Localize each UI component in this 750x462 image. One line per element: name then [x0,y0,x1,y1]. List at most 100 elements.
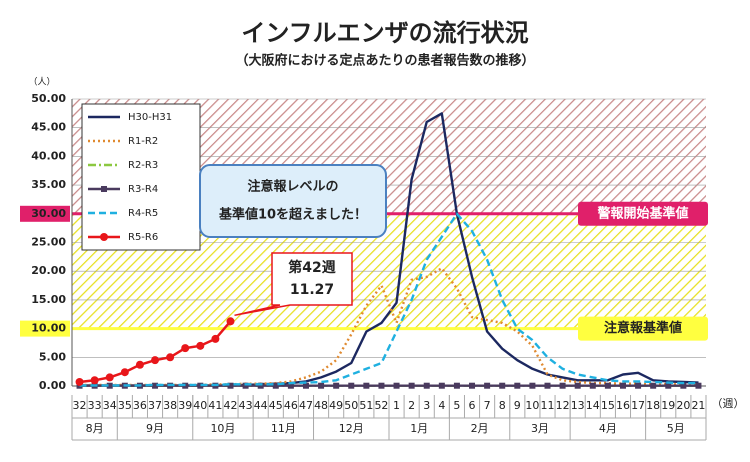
threshold-label: 注意報基準値 [604,320,682,336]
y-tick-label: 20.00 [31,264,66,277]
marker [484,382,491,389]
x-tick-label: 14 [586,399,600,412]
legend-label: R5-R6 [128,232,158,243]
legend-label: R1-R2 [128,136,158,147]
y-tick-label: 15.00 [31,293,66,306]
y-unit: （人） [28,77,55,88]
marker [226,317,235,326]
x-tick-label: 3 [423,399,430,412]
notice-box [199,164,387,238]
marker [105,373,114,382]
marker [318,382,325,389]
marker [589,382,596,389]
chart-subtitle: （大阪府における定点あたりの患者報告数の推移） [235,53,534,69]
marker [619,382,626,389]
data-label: 11.27 [290,282,334,298]
marker [242,382,249,389]
x-tick-label: 13 [571,399,585,412]
marker [499,382,506,389]
y-tick-label: 40.00 [31,149,66,162]
x-tick-label: 48 [314,399,328,412]
callout-box [234,252,353,317]
month-label: 5月 [667,422,685,435]
marker [120,368,129,377]
marker [90,376,99,385]
x-tick-label: 6 [469,399,476,412]
marker [287,382,294,389]
marker [75,377,84,386]
marker [106,382,113,389]
chart-title: インフルエンザの流行状況 [241,19,528,47]
y-tick-label: 30.00 [31,207,66,220]
legend: H30-H31 R1-R2 R2-R3 R3-R4 R4-R5 R5-R6 [81,103,201,251]
marker [152,382,159,389]
marker [101,186,107,192]
marker [197,382,204,389]
x-tick-label: 41 [208,399,222,412]
legend-label: H30-H31 [128,112,172,123]
x-tick-label: 47 [299,399,313,412]
x-tick-label: 38 [163,399,177,412]
x-tick-label: 2 [408,399,415,412]
x-tick-label: 39 [178,399,192,412]
notice-text: 注意報レベルの [247,179,338,195]
marker [514,382,521,389]
legend-box [81,103,201,251]
month-label: 1月 [410,422,428,435]
marker [604,382,611,389]
marker [272,382,279,389]
y-tick-label: 35.00 [31,178,66,191]
x-tick-label: 34 [103,399,117,412]
marker [650,382,657,389]
x-tick-label: 33 [88,399,102,412]
x-tick-label: 36 [133,399,147,412]
x-tick-label: 46 [284,399,298,412]
x-tick-label: 15 [601,399,615,412]
x-tick-label: 10 [525,399,539,412]
y-tick-label: 25.00 [31,236,66,249]
marker [227,382,234,389]
notice-text: 基準値10を超えました！ [218,207,367,223]
x-tick-label: 19 [661,399,675,412]
threshold-label-box [578,201,708,226]
y-tick-label: 10.00 [31,322,66,335]
x-tick-label: 20 [676,399,690,412]
x-tick-label: 40 [193,399,207,412]
month-label: 12月 [339,422,364,435]
marker [665,382,672,389]
legend-label: R4-R5 [128,208,158,219]
marker [211,334,220,343]
marker [469,382,476,389]
marker [302,382,309,389]
month-label: 8月 [86,422,104,435]
x-tick-label: 12 [556,399,570,412]
marker [257,382,264,389]
x-tick-label: 11 [541,399,555,412]
x-tick-label: 1 [393,399,400,412]
x-tick-label: 18 [646,399,660,412]
x-tick-label: 45 [269,399,283,412]
callout-text: 第42週 [288,259,335,276]
marker [151,356,160,365]
marker [438,382,445,389]
x-tick-label: 7 [484,399,491,412]
x-tick-label: 21 [691,399,705,412]
y-tick-highlight [20,320,70,337]
x-tick-label: 4 [438,399,445,412]
x-tick-label: 42 [224,399,238,412]
threshold-label-box [578,316,708,341]
marker [333,382,340,389]
month-label: 10月 [210,422,235,435]
x-tick-label: 44 [254,399,268,412]
marker [348,382,355,389]
x-tick-label: 51 [359,399,373,412]
legend-label: R3-R4 [128,184,158,195]
month-label: 9月 [146,422,164,435]
marker [453,382,460,389]
marker [695,382,702,389]
x-tick-label: 9 [514,399,521,412]
marker [559,382,566,389]
y-tick-label: 0.00 [39,379,66,392]
x-tick-label: 37 [148,399,162,412]
